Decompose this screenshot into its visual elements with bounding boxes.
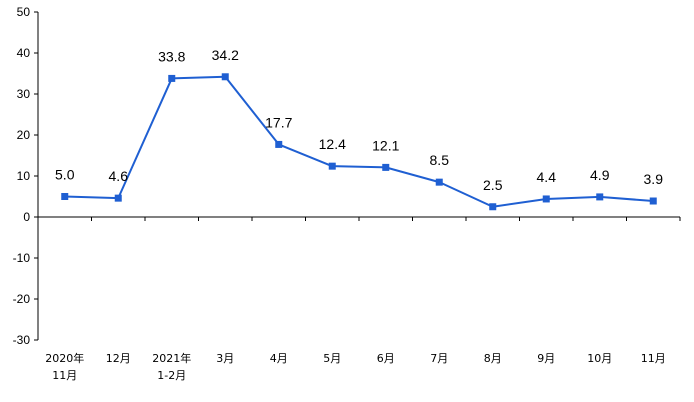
data-point: [168, 74, 176, 82]
data-label: 12.4: [319, 136, 346, 152]
y-tick-label: 40: [17, 46, 31, 60]
data-point: [61, 193, 69, 200]
data-label: 34.2: [212, 47, 239, 63]
y-tick-label: -20: [13, 292, 31, 306]
x-tick-label: 3月: [216, 352, 234, 365]
x-tick-label: 2020年 11月: [45, 351, 84, 382]
axes: [34, 11, 681, 341]
data-point: [114, 194, 122, 202]
data-labels: 5.0 4.6 33.8 34.2 17.7 12.4 12.1 8.5 2.5 4.4 4.9 3.…: [55, 47, 663, 193]
data-point: [221, 73, 229, 81]
x-tick-label: 7月: [430, 352, 448, 365]
y-tick-label: -30: [13, 333, 31, 347]
x-tick-label: 12月: [106, 352, 131, 365]
data-point: [542, 195, 550, 203]
data-label: 33.8: [158, 48, 185, 64]
x-tick-label: 4月: [270, 352, 288, 365]
series-line: [64, 75, 654, 208]
data-label: 4.6: [109, 168, 129, 184]
x-tick-label: 6月: [377, 352, 395, 365]
data-label: 3.9: [644, 171, 664, 187]
data-label: 5.0: [55, 167, 75, 183]
data-point: [596, 193, 604, 201]
y-tick-label: -10: [13, 251, 31, 265]
x-tick-label: 5月: [323, 352, 341, 365]
data-label: 8.5: [430, 152, 450, 168]
data-point: [435, 178, 443, 186]
data-point: [649, 197, 657, 205]
y-tick-label: 10: [17, 169, 31, 183]
data-label: 4.9: [590, 167, 610, 183]
x-tick-label: 2021年 1-2月: [152, 351, 191, 382]
x-tick-label: 10月: [587, 352, 612, 365]
data-label: 12.1: [372, 137, 399, 153]
data-point: [489, 203, 497, 211]
x-tick-labels: 2020年 11月 12月 2021年 1-2月 3月 4月 5月 6月 7月 8月 9月 10月 11月: [45, 351, 666, 382]
data-point: [328, 162, 336, 170]
data-point: [275, 140, 283, 148]
y-tick-label: 50: [17, 5, 31, 19]
data-label: 4.4: [537, 169, 557, 185]
y-tick-label: 20: [17, 128, 31, 142]
x-tick-label: 11月: [641, 352, 666, 365]
y-tick-labels: 50 40 30 20 10 0 -10 -20 -30: [13, 5, 31, 347]
series: [61, 73, 657, 211]
data-point: [382, 163, 390, 171]
data-label: 2.5: [483, 177, 503, 193]
y-tick-label: 0: [23, 210, 30, 224]
x-tick-label: 8月: [484, 352, 502, 365]
x-tick-label: 9月: [537, 352, 555, 365]
data-label: 17.7: [265, 114, 292, 130]
y-tick-label: 30: [17, 87, 31, 101]
